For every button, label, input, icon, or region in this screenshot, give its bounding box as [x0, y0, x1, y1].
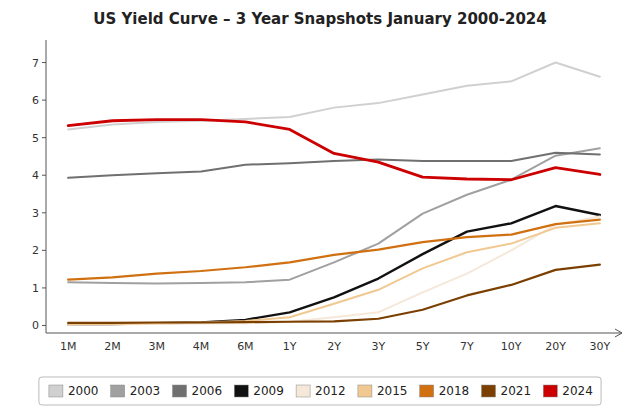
legend-box [39, 377, 601, 405]
legend-swatch [358, 385, 372, 397]
x-tick-label: 4M [193, 340, 210, 353]
legend: 2000 2003 2006 2009 2012 2015 2018 2021 2024 [39, 377, 601, 405]
y-tick [42, 137, 46, 138]
lines [68, 63, 600, 325]
x-tick-label: 1Y [283, 340, 297, 353]
series-line [68, 148, 600, 283]
x-tick-label: 1M [60, 340, 77, 353]
legend-swatch [543, 385, 557, 397]
y-tick [42, 62, 46, 63]
title: US Yield Curve – 3 Year Snapshots Januar… [93, 10, 546, 28]
y-tick [42, 250, 46, 251]
y-tick-label: 1 [32, 282, 39, 295]
x-axis-line [46, 333, 622, 334]
y-tick-label: 6 [32, 94, 39, 107]
legend-label: 2021 [501, 384, 532, 398]
legend-swatch [296, 385, 310, 397]
series-line [68, 120, 600, 180]
x-tick-label: 3Y [371, 340, 385, 353]
legend-swatch [234, 385, 248, 397]
legend-swatch [49, 385, 63, 397]
legend-swatch [420, 385, 434, 397]
legend-label: 2024 [562, 384, 593, 398]
y-tick-label: 4 [32, 169, 39, 182]
x-tick-label: 10Y [501, 340, 522, 353]
legend-label: 2003 [130, 384, 161, 398]
y-tick-label: 2 [32, 244, 39, 257]
y-tick [42, 212, 46, 213]
y-tick-label: 7 [32, 57, 39, 70]
x-tick-label: 30Y [589, 340, 610, 353]
series-line [68, 217, 600, 325]
legend-label: 2000 [68, 384, 99, 398]
page: {"chart_data": {"type": "line", "title":… [0, 0, 640, 411]
y-tick [42, 287, 46, 288]
legend-label: 2009 [253, 384, 284, 398]
x-tick-label: 5Y [416, 340, 430, 353]
y-tick [42, 175, 46, 176]
series-line [68, 206, 600, 324]
x-tick-label: 6M [237, 340, 254, 353]
x-tick-label: 2M [104, 340, 121, 353]
legend-label: 2012 [315, 384, 346, 398]
series-line [68, 265, 600, 323]
series-line [68, 153, 600, 178]
legend-label: 2018 [439, 384, 470, 398]
y-tick-label: 3 [32, 207, 39, 220]
legend-swatch [111, 385, 125, 397]
legend-swatch [482, 385, 496, 397]
chart: US Yield Curve – 3 Year Snapshots Januar… [0, 0, 640, 411]
legend-swatch [173, 385, 187, 397]
y-tick [42, 325, 46, 326]
legend-label: 2006 [192, 384, 223, 398]
series-line [68, 220, 600, 280]
y-axis-line [46, 40, 47, 333]
x-tick-label: 2Y [327, 340, 341, 353]
x-tick-label: 3M [149, 340, 166, 353]
y-tick [42, 100, 46, 101]
x-tick-label: 7Y [460, 340, 474, 353]
x-tick-label: 20Y [545, 340, 566, 353]
x-axis-arrow [615, 329, 622, 337]
y-tick-label: 5 [32, 132, 39, 145]
axes: 0 1 2 3 4 5 6 7 1M 2M 3M 4M 6M 1Y 2Y 3Y 5Y 7Y 10Y 20Y 30Y [32, 40, 622, 353]
legend-label: 2015 [377, 384, 408, 398]
y-tick-label: 0 [32, 319, 39, 332]
